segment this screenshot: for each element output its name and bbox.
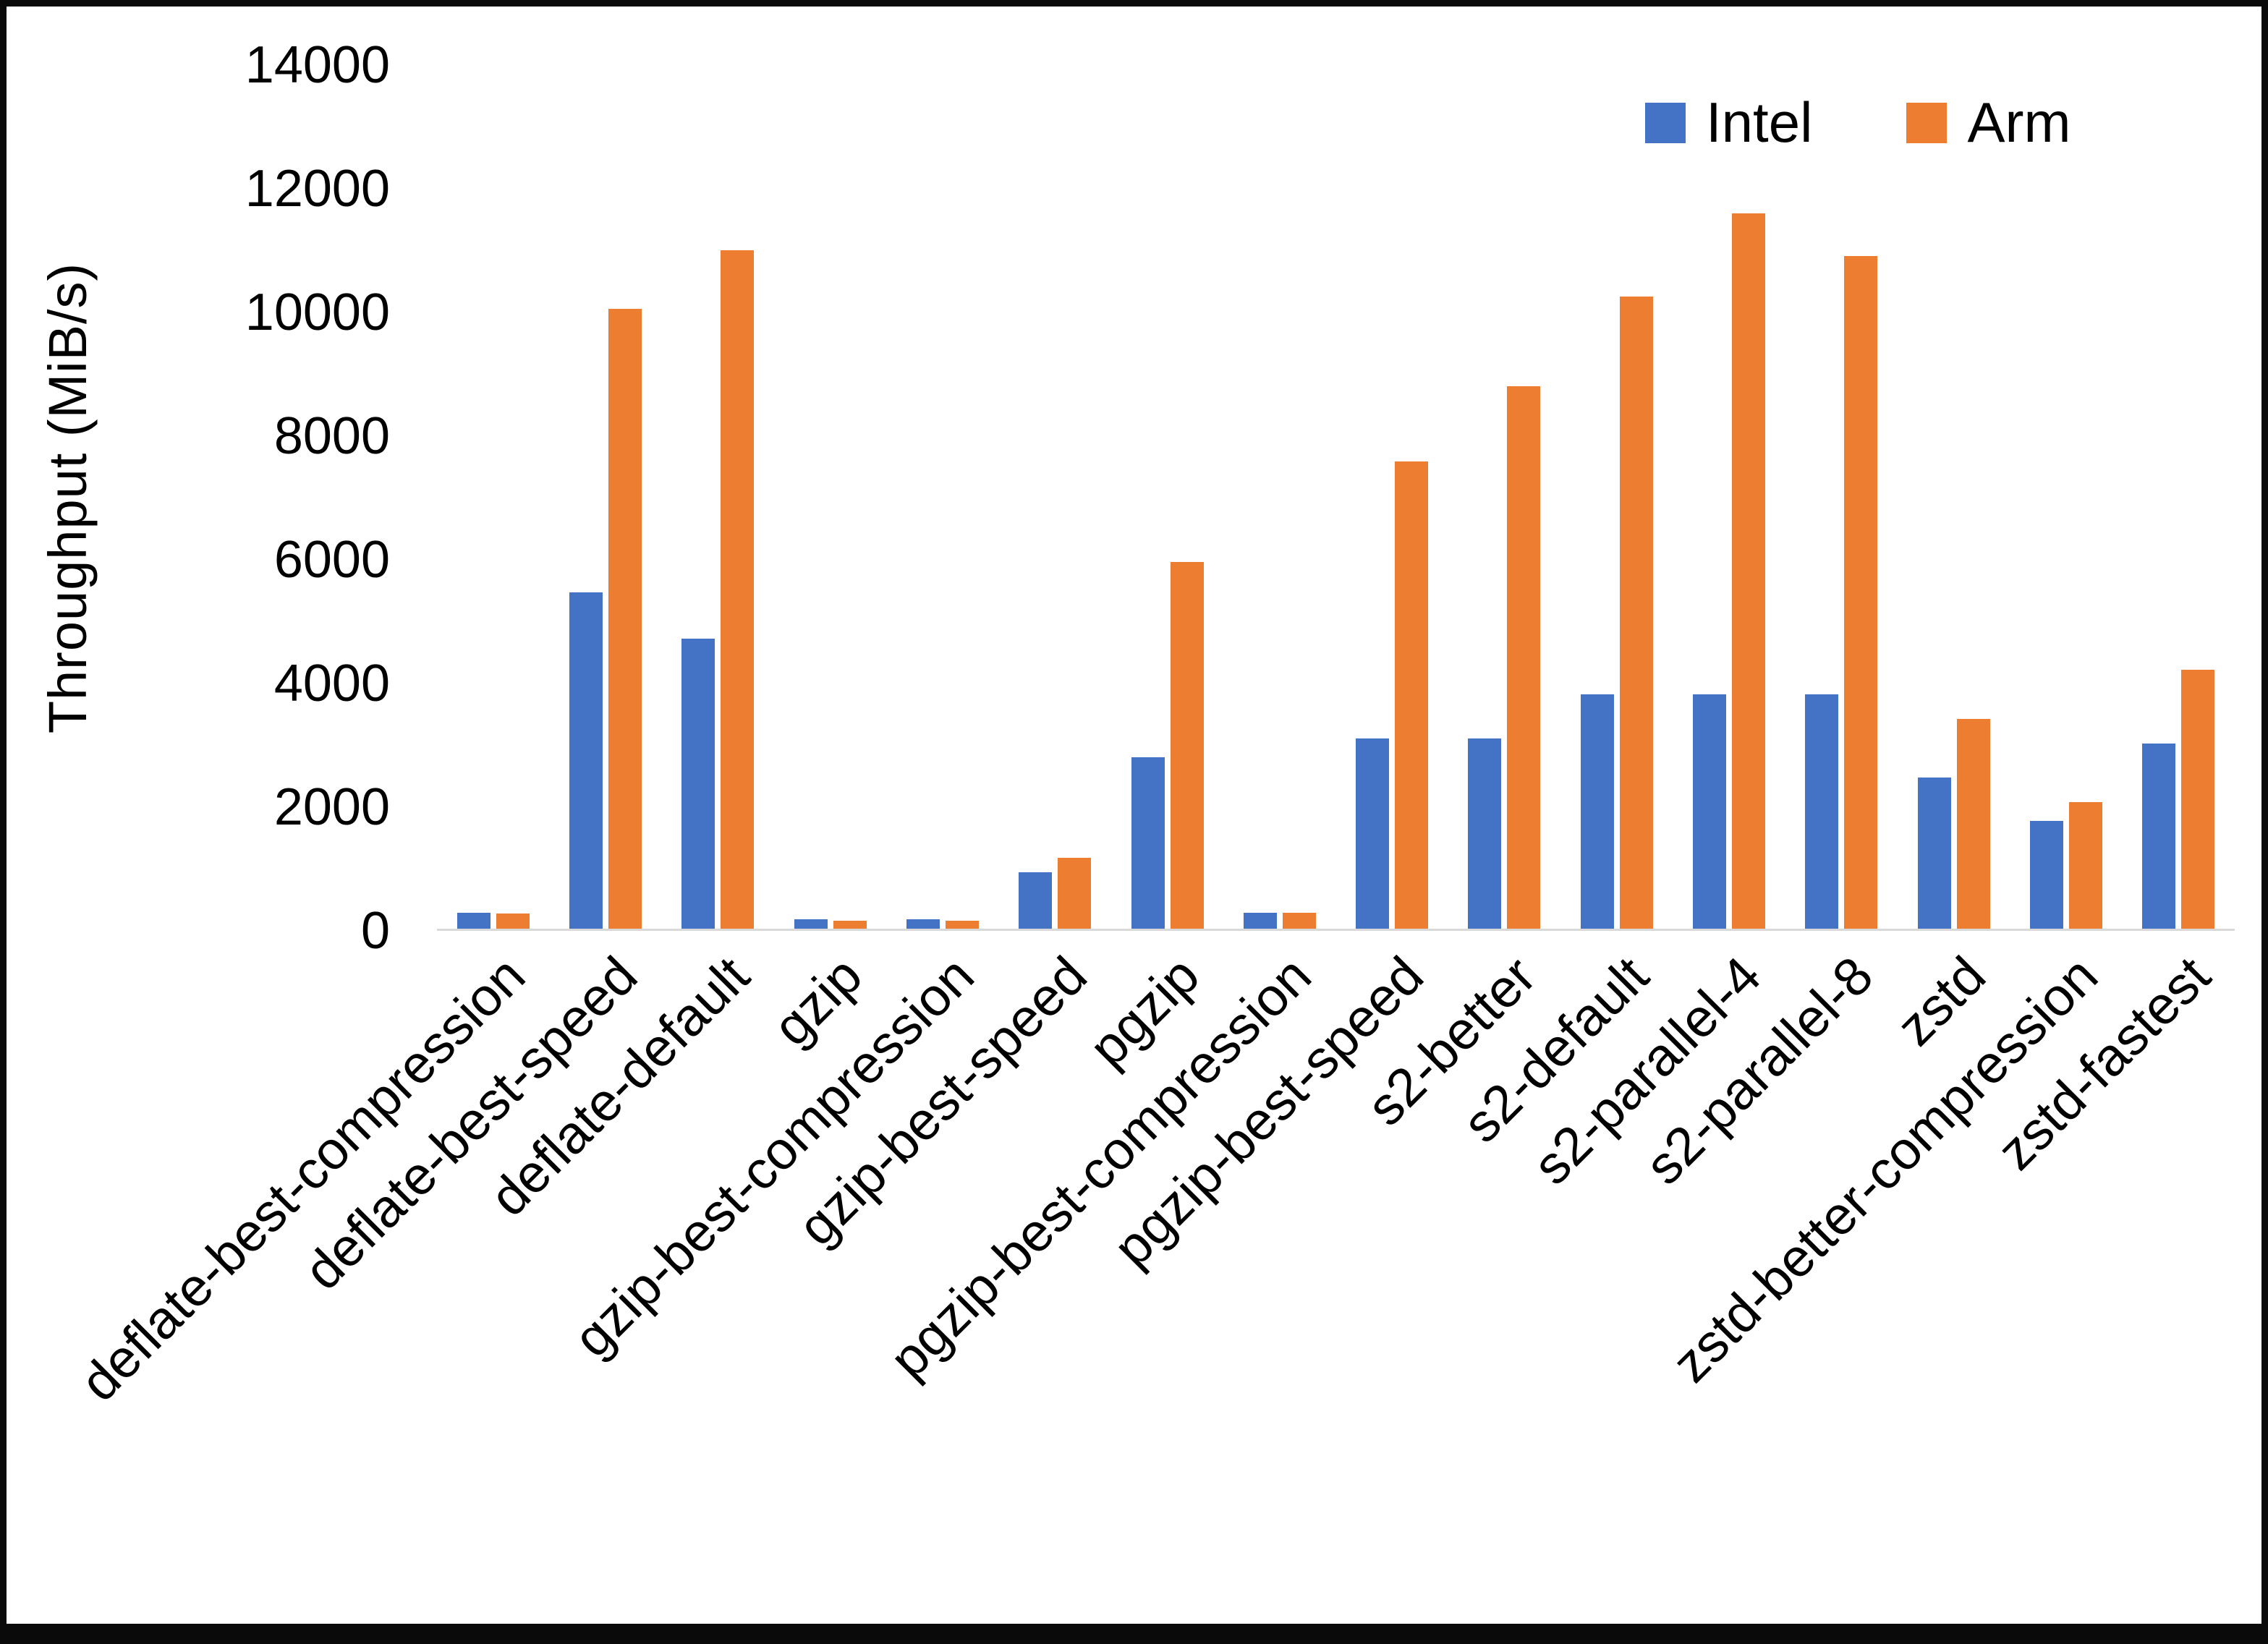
bar-intel-s2-default bbox=[1580, 694, 1614, 929]
y-axis-title-text: Throughput (MiB/s) bbox=[38, 262, 98, 734]
legend-swatch-intel bbox=[1645, 102, 1686, 143]
bar-group-deflate-default bbox=[662, 65, 774, 929]
bar-arm-pgzip bbox=[1170, 561, 1204, 929]
plot-area bbox=[437, 65, 2235, 931]
bar-intel-gzip bbox=[794, 919, 828, 929]
bar-intel-zstd bbox=[1917, 778, 1951, 929]
bar-intel-pgzip bbox=[1131, 757, 1165, 929]
bar-arm-pgzip-best-speed bbox=[1395, 461, 1429, 929]
y-tick-label: 0 bbox=[360, 902, 390, 960]
legend-item-arm: Arm bbox=[1906, 90, 2070, 156]
bar-intel-zstd-better-compression bbox=[2030, 820, 2064, 929]
bar-intel-deflate-best-speed bbox=[569, 592, 603, 929]
legend-label-intel: Intel bbox=[1706, 90, 1813, 154]
bar-group-s2-parallel-4 bbox=[1673, 65, 1785, 929]
legend-item-intel: Intel bbox=[1645, 90, 1812, 156]
y-tick-label: 8000 bbox=[273, 407, 390, 465]
bar-arm-deflate-best-speed bbox=[608, 308, 642, 929]
bar-intel-pgzip-best-compression bbox=[1243, 912, 1277, 929]
bar-arm-pgzip-best-compression bbox=[1282, 912, 1316, 929]
y-tick-label: 4000 bbox=[273, 655, 390, 712]
bar-group-s2-better bbox=[1448, 65, 1560, 929]
legend-swatch-arm bbox=[1906, 102, 1948, 143]
bar-intel-gzip-best-compression bbox=[906, 919, 940, 929]
bar-intel-deflate-best-compression bbox=[456, 912, 490, 929]
bar-arm-deflate-default bbox=[721, 250, 755, 929]
bar-arm-zstd-fastest bbox=[2181, 669, 2215, 929]
bar-intel-s2-parallel-8 bbox=[1805, 694, 1839, 929]
bar-intel-gzip-best-speed bbox=[1019, 872, 1053, 929]
bar-group-pgzip bbox=[1111, 65, 1223, 929]
bar-arm-gzip-best-speed bbox=[1058, 857, 1092, 929]
bar-group-pgzip-best-speed bbox=[1336, 65, 1448, 929]
bar-intel-deflate-default bbox=[681, 639, 715, 929]
bar-arm-s2-default bbox=[1619, 296, 1653, 929]
bar-arm-gzip-best-compression bbox=[945, 920, 979, 929]
bar-arm-s2-better bbox=[1507, 386, 1541, 929]
bar-intel-s2-better bbox=[1468, 738, 1502, 929]
bar-arm-gzip bbox=[833, 920, 867, 929]
bar-intel-s2-parallel-4 bbox=[1693, 694, 1727, 929]
y-tick-label: 2000 bbox=[273, 778, 390, 836]
bar-arm-deflate-best-compression bbox=[496, 913, 530, 929]
bar-group-gzip bbox=[774, 65, 886, 929]
x-axis-labels: deflate-best-compression deflate-best-spe… bbox=[69, 933, 2235, 1598]
x-axis-label: deflate-best-compression bbox=[68, 945, 537, 1413]
y-tick-label: 6000 bbox=[273, 531, 390, 589]
legend-label-arm: Arm bbox=[1967, 90, 2071, 154]
bar-group-zstd-better-compression bbox=[2010, 65, 2122, 929]
bar-group-gzip-best-speed bbox=[999, 65, 1111, 929]
bar-intel-pgzip-best-speed bbox=[1356, 738, 1390, 929]
bar-arm-zstd-better-compression bbox=[2069, 802, 2103, 929]
bar-intel-zstd-fastest bbox=[2142, 744, 2176, 929]
y-tick-label: 12000 bbox=[245, 160, 390, 218]
y-tick-label: 14000 bbox=[245, 36, 390, 94]
bar-arm-s2-parallel-8 bbox=[1844, 256, 1878, 929]
y-tick-label: 10000 bbox=[245, 284, 390, 341]
bar-group-zstd bbox=[1898, 65, 2010, 929]
bar-group-zstd-fastest bbox=[2123, 65, 2235, 929]
bar-arm-s2-parallel-4 bbox=[1732, 213, 1766, 929]
bar-group-s2-default bbox=[1560, 65, 1673, 929]
legend: Intel Arm bbox=[1645, 90, 2070, 156]
bar-group-pgzip-best-compression bbox=[1223, 65, 1335, 929]
y-axis-tick-labels: 14000 12000 10000 8000 6000 4000 2000 0 bbox=[108, 36, 412, 960]
bar-group-gzip-best-compression bbox=[886, 65, 998, 929]
bar-group-s2-parallel-8 bbox=[1785, 65, 1898, 929]
bar-arm-zstd bbox=[1956, 719, 1990, 929]
bar-group-deflate-best-speed bbox=[549, 65, 661, 929]
y-axis-title: Throughput (MiB/s) bbox=[28, 65, 108, 931]
bar-group-deflate-best-compression bbox=[437, 65, 549, 929]
